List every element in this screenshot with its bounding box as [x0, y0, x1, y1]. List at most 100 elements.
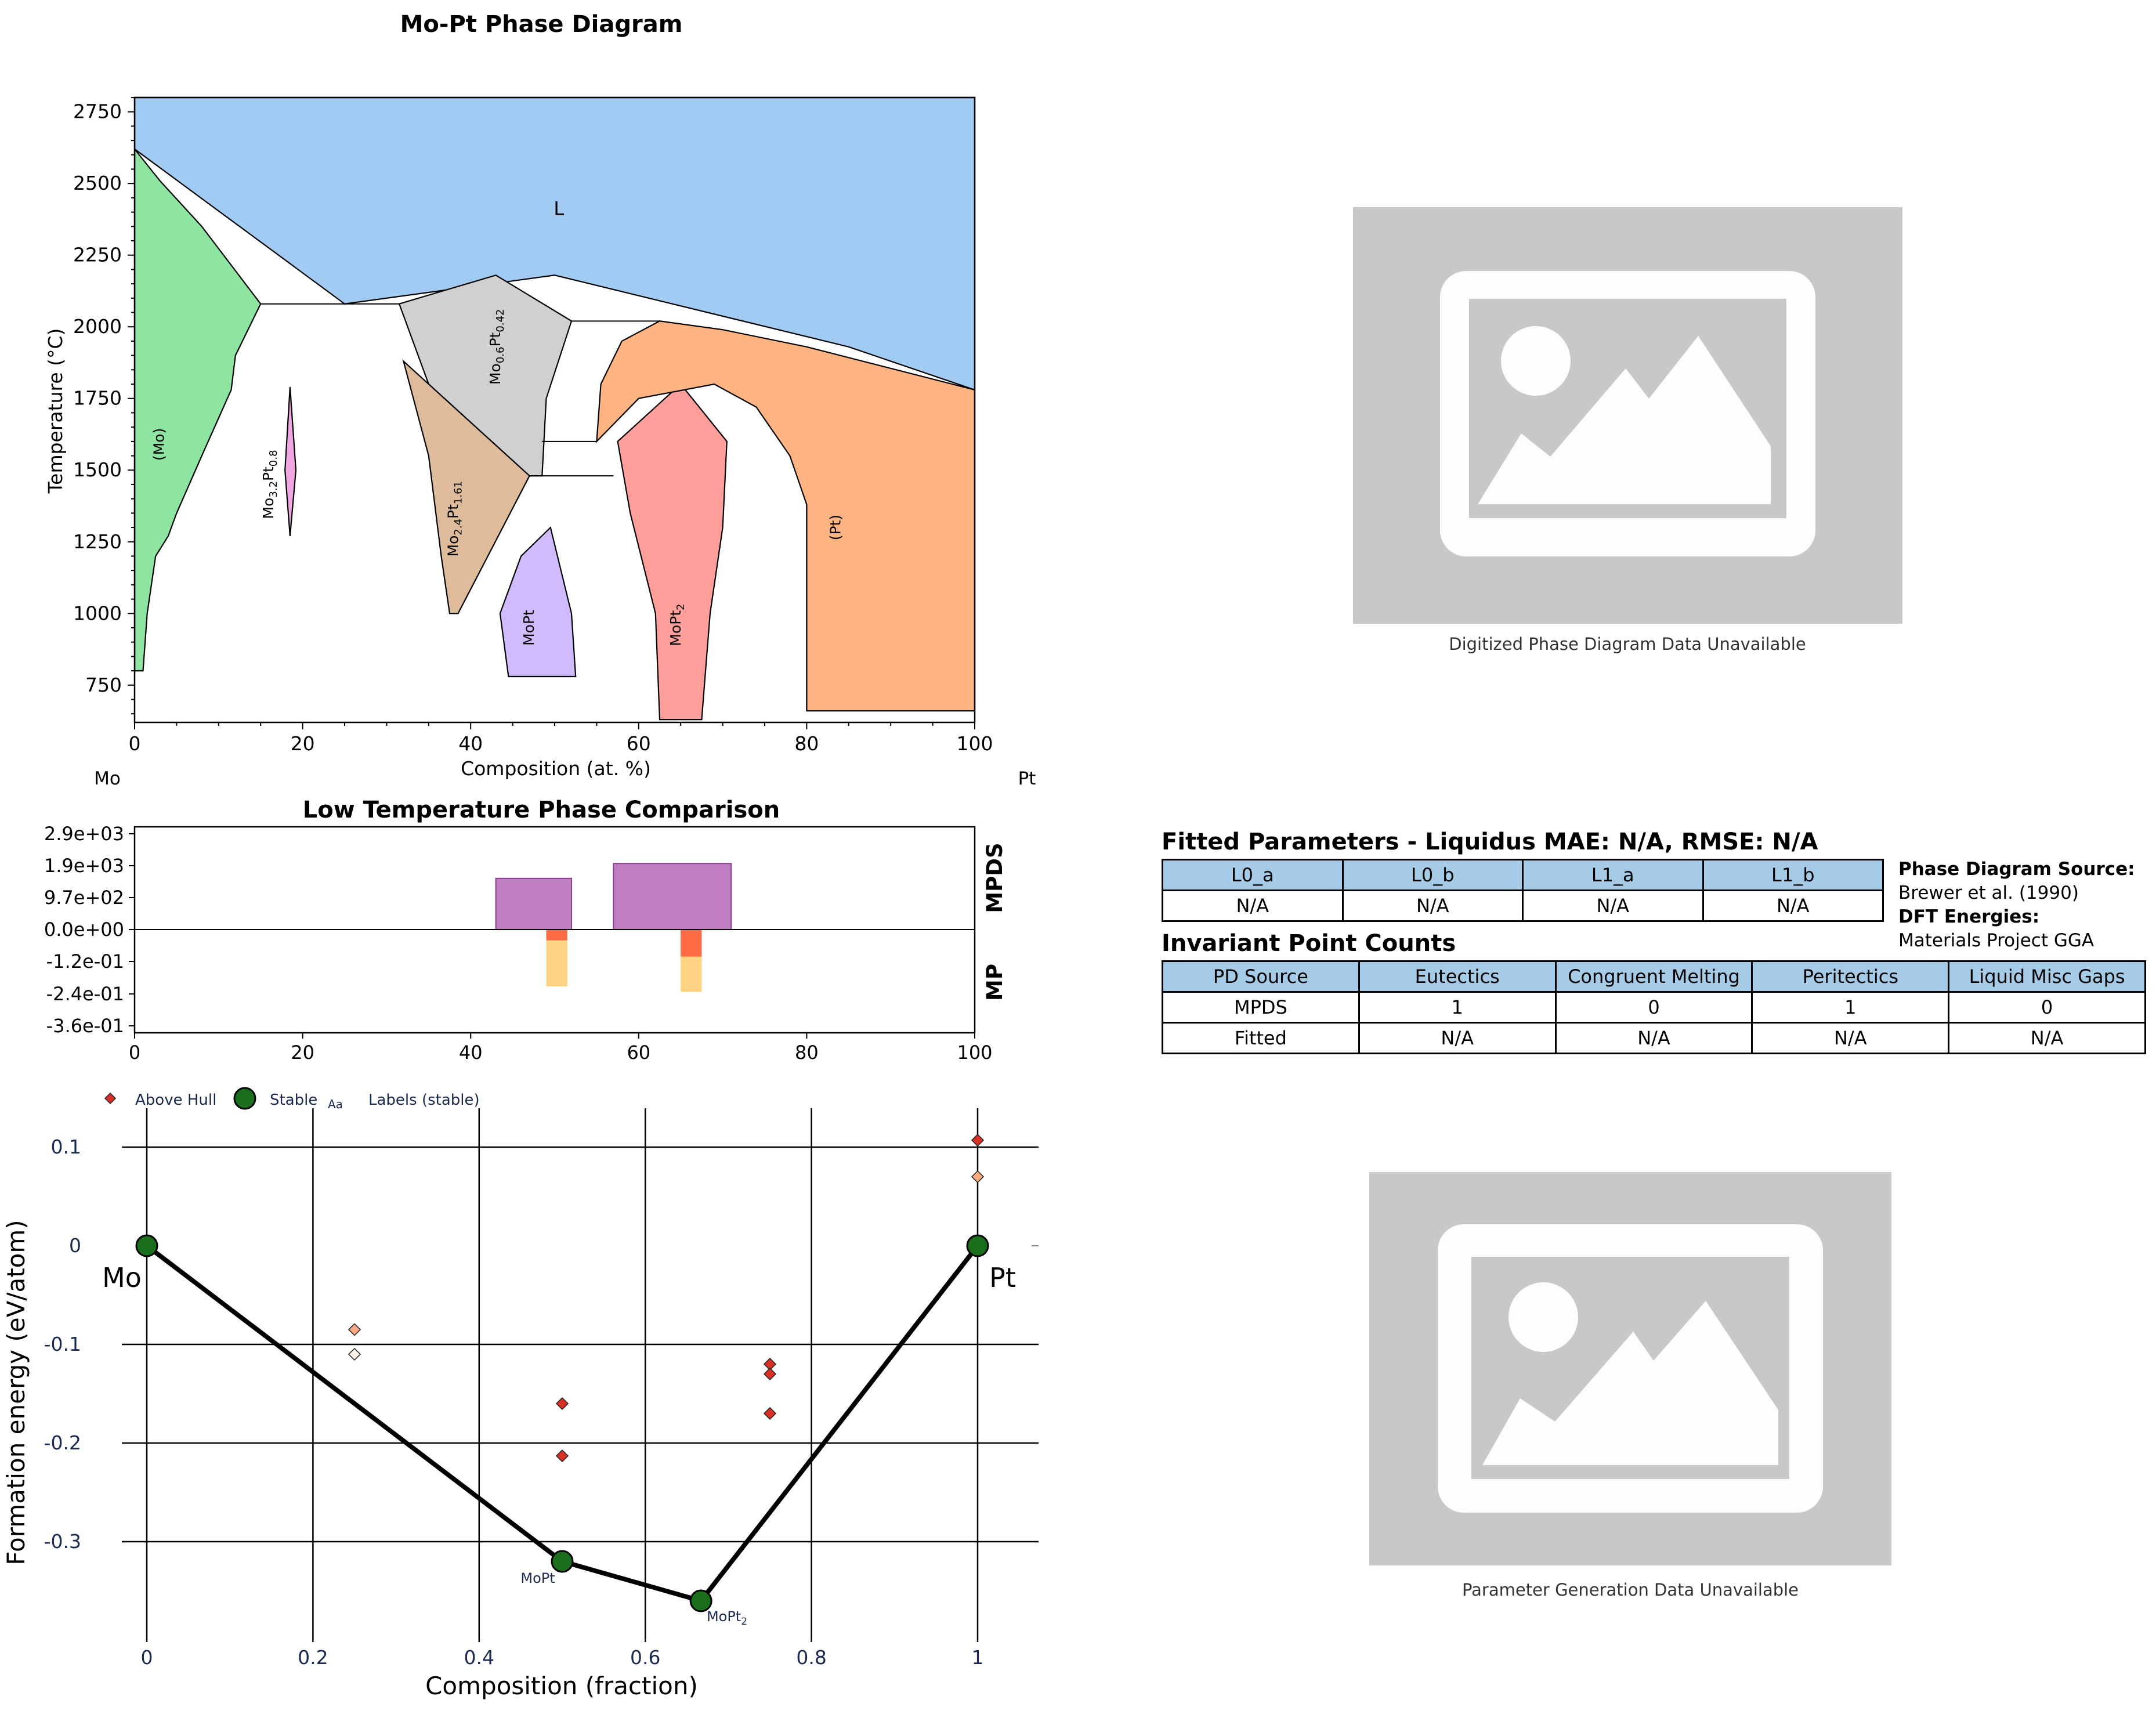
- x-tick-label: 60: [627, 1042, 650, 1064]
- table-cell: MPDS: [1162, 991, 1360, 1024]
- y-tick-label: 1500: [73, 458, 122, 481]
- x-tick-label: 20: [291, 732, 315, 755]
- subscript: 1.61: [452, 481, 464, 504]
- mp-bar-hull: [546, 930, 567, 941]
- y-tick-label: 2.9e+03: [44, 823, 124, 845]
- fitted-parameters-title: Fitted Parameters - Liquidus MAE: N/A, R…: [1162, 829, 1818, 855]
- low-temp-comparison: Low Temperature Phase Comparison 2.9e+03…: [44, 797, 1007, 1064]
- phase-label: (Mo): [151, 428, 168, 461]
- phase-region-mo3-2pt0-8: [284, 386, 297, 536]
- dft-source-label: DFT Energies:: [1898, 906, 2040, 927]
- y-tick-label: 0.0e+00: [44, 919, 124, 941]
- phase-label: L: [554, 198, 564, 220]
- table-cell: 1: [1751, 991, 1950, 1024]
- left-element-label: Mo: [94, 768, 121, 789]
- hull-xlabel: Composition (fraction): [425, 1672, 698, 1700]
- x-tick-label: 20: [291, 1042, 314, 1064]
- table-cell: N/A: [1554, 1022, 1753, 1054]
- phase-region--pt-: [596, 320, 976, 712]
- x-tick-label: 80: [795, 1042, 819, 1064]
- above-hull-marker: [555, 1449, 569, 1463]
- x-tick-label: 0.2: [298, 1646, 328, 1669]
- low-temp-plot: 2.9e+03 1.9e+03 9.7e+02 0.0e+00 -1.2e-01 -2.4…: [44, 823, 993, 1064]
- subscript: 2.4: [452, 519, 464, 536]
- y-tick-label: 1000: [73, 602, 122, 624]
- source-info: Phase Diagram Source: Brewer et al. (199…: [1898, 858, 2135, 953]
- stable-point-marker: [689, 1589, 712, 1612]
- text: Pt: [487, 332, 504, 346]
- table-header-cell: PD Source: [1162, 960, 1360, 993]
- text: Pt: [444, 504, 461, 519]
- dft-source-value: Materials Project GGA: [1898, 930, 2094, 951]
- table-header-cell: Congruent Melting: [1554, 960, 1753, 993]
- table-header-row: L0_a L0_b L1_a L1_b: [1162, 859, 1884, 891]
- x-tick-label: 0: [141, 1646, 153, 1669]
- mpds-row-label: MPDS: [982, 842, 1007, 913]
- table-cell: N/A: [1162, 889, 1344, 922]
- stable-point-marker: [551, 1550, 574, 1573]
- x-tick-label: 0.8: [796, 1646, 826, 1669]
- table-header-cell: L0_b: [1341, 859, 1524, 891]
- y-tick-label: 2500: [73, 172, 122, 194]
- legend-stable-label: Stable: [270, 1091, 317, 1109]
- phase-axes: 0 20 40 60 80 100 750 1000 1250 1500 1750 2000 2250 2…: [73, 96, 993, 755]
- pd-source-label: Phase Diagram Source:: [1898, 859, 2135, 880]
- table-header-cell: Liquid Misc Gaps: [1948, 960, 2146, 993]
- table-cell: 0: [1554, 991, 1753, 1024]
- hull-line: [145, 1243, 980, 1603]
- table-cell: N/A: [1702, 889, 1884, 922]
- phase-label: MoPt: [520, 610, 537, 646]
- hull-label-mopt2: MoPt2: [707, 1608, 747, 1628]
- table-header-cell: L0_a: [1162, 859, 1344, 891]
- y-tick-label: 0: [69, 1234, 81, 1257]
- table-cell: 0: [1948, 991, 2146, 1024]
- text: Pt: [260, 467, 277, 481]
- legend-above-hull-label: Above Hull: [135, 1091, 216, 1109]
- y-tick-label: 0.1: [51, 1136, 81, 1158]
- table-cell: Fitted: [1162, 1022, 1360, 1054]
- subscript: 2: [675, 603, 687, 610]
- phase-diagram-ylabel: Temperature (°C): [44, 328, 67, 494]
- above-hull-marker: [348, 1347, 361, 1361]
- y-tick-label: -1.2e-01: [46, 950, 124, 972]
- y-tick-label: 9.7e+02: [44, 887, 124, 909]
- table-header-cell: L1_a: [1522, 859, 1704, 891]
- y-tick-label: -0.3: [44, 1530, 81, 1553]
- table-header-cell: Peritectics: [1751, 960, 1950, 993]
- hull-ylabel: Formation energy (eV/atom): [2, 1220, 30, 1565]
- above-hull-marker: [555, 1397, 569, 1411]
- subscript: 0.8: [267, 450, 280, 467]
- y-tick-label: 1250: [73, 530, 122, 553]
- x-tick-label: 40: [459, 1042, 483, 1064]
- x-tick-label: 60: [627, 732, 651, 755]
- image-placeholder-icon: [1438, 1224, 1823, 1513]
- y-tick-label: -3.6e-01: [46, 1015, 124, 1037]
- table-cell: N/A: [1948, 1022, 2146, 1054]
- phase-regions: [133, 96, 976, 721]
- hull-mo-label: Mo: [102, 1262, 142, 1293]
- table-cell: N/A: [1341, 889, 1524, 922]
- legend-stable-marker: [233, 1087, 256, 1110]
- x-tick-label: 80: [794, 732, 819, 755]
- mp-bar-hull: [681, 930, 702, 957]
- top-placeholder-caption: Digitized Phase Diagram Data Unavailable: [1449, 634, 1806, 654]
- phase-region-mopt2: [617, 383, 728, 721]
- table-row: Fitted N/A N/A N/A N/A: [1162, 1022, 2146, 1054]
- hull-pt-label: Pt: [989, 1262, 1016, 1293]
- phase-diagram-title: Mo-Pt Phase Diagram: [400, 11, 683, 38]
- x-tick-label: 100: [957, 732, 993, 755]
- above-hull-marker: [971, 1170, 985, 1184]
- subscript: 0.6: [494, 347, 507, 364]
- legend-above-hull-marker: [104, 1092, 117, 1105]
- x-tick-label: 40: [458, 732, 483, 755]
- phase-label: (Pt): [827, 515, 844, 540]
- x-tick-label: 0.4: [464, 1646, 494, 1669]
- x-tick-label: 0: [129, 1042, 140, 1064]
- table-cell: N/A: [1522, 889, 1704, 922]
- parameter-placeholder-image: [1369, 1172, 1891, 1565]
- phase-diagram: Mo-Pt Phase Diagram L(Mo)Mo3.2Pt0.8Mo0.6…: [44, 11, 1036, 789]
- phase-region-mopt: [499, 526, 577, 678]
- fitted-parameters-table: L0_a L0_b L1_a L1_b N/A N/A N/A N/A: [1162, 859, 1884, 922]
- table-row: MPDS 1 0 1 0: [1162, 991, 2146, 1024]
- phase-label: MoPt2: [667, 603, 687, 646]
